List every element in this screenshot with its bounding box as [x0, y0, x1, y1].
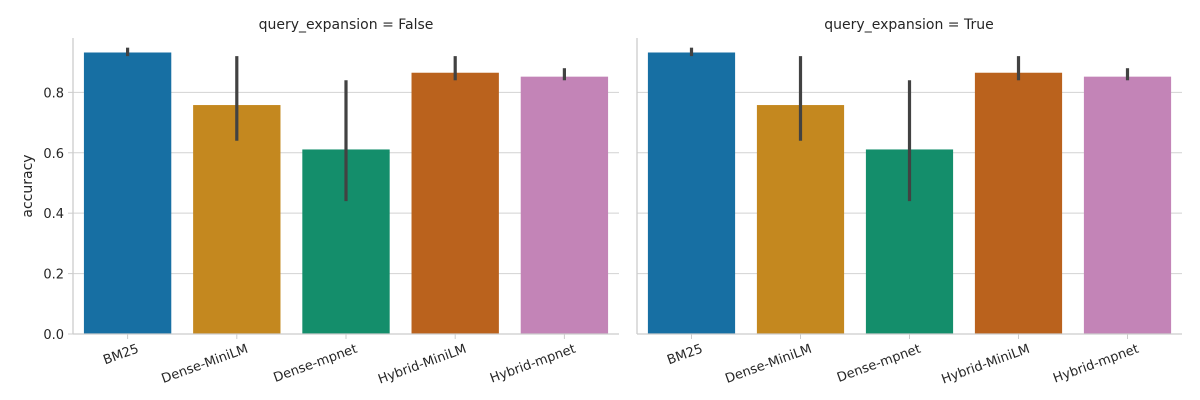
y-tick-label: 0.0 [43, 328, 64, 343]
x-tick-label: Dense-mpnet [835, 342, 923, 386]
x-tick-label: Hybrid-mpnet [1051, 342, 1141, 387]
y-tick-label: 0.8 [43, 86, 64, 101]
x-tick-label: Dense-MiniLM [160, 342, 251, 387]
bar-hybrid-minilm [974, 72, 1063, 335]
bar-dense-minilm [756, 105, 845, 334]
bar-dense-minilm [193, 105, 281, 334]
x-tick-label: Dense-mpnet [272, 342, 360, 386]
panel-query-expansion-false: query_expansion = False accuracy 0.0 0.2 0… [20, 17, 619, 387]
x-tick-label: Hybrid-MiniLM [940, 342, 1032, 388]
x-tick-label: Dense-MiniLM [723, 342, 814, 387]
bar-hybrid-mpnet [1083, 76, 1172, 334]
x-tick-label: Hybrid-MiniLM [376, 342, 468, 388]
panel-title: query_expansion = True [824, 17, 993, 33]
y-tick-label: 0.4 [43, 207, 64, 222]
x-tick-label: Hybrid-mpnet [488, 342, 578, 387]
panel-title: query_expansion = False [259, 17, 434, 33]
y-axis-label: accuracy [20, 154, 36, 217]
y-tick-label: 0.2 [43, 268, 64, 283]
x-tick-label: BM25 [665, 342, 705, 369]
bar-hybrid-mpnet [520, 76, 609, 334]
bar-bm25 [647, 52, 736, 335]
x-tick-label: BM25 [101, 342, 141, 369]
panel-query-expansion-true: query_expansion = True BM25 Dense-MiniLM D… [636, 17, 1182, 388]
y-tick-label: 0.6 [43, 147, 64, 162]
bar-hybrid-minilm [411, 72, 499, 335]
bar-bm25 [83, 52, 172, 335]
